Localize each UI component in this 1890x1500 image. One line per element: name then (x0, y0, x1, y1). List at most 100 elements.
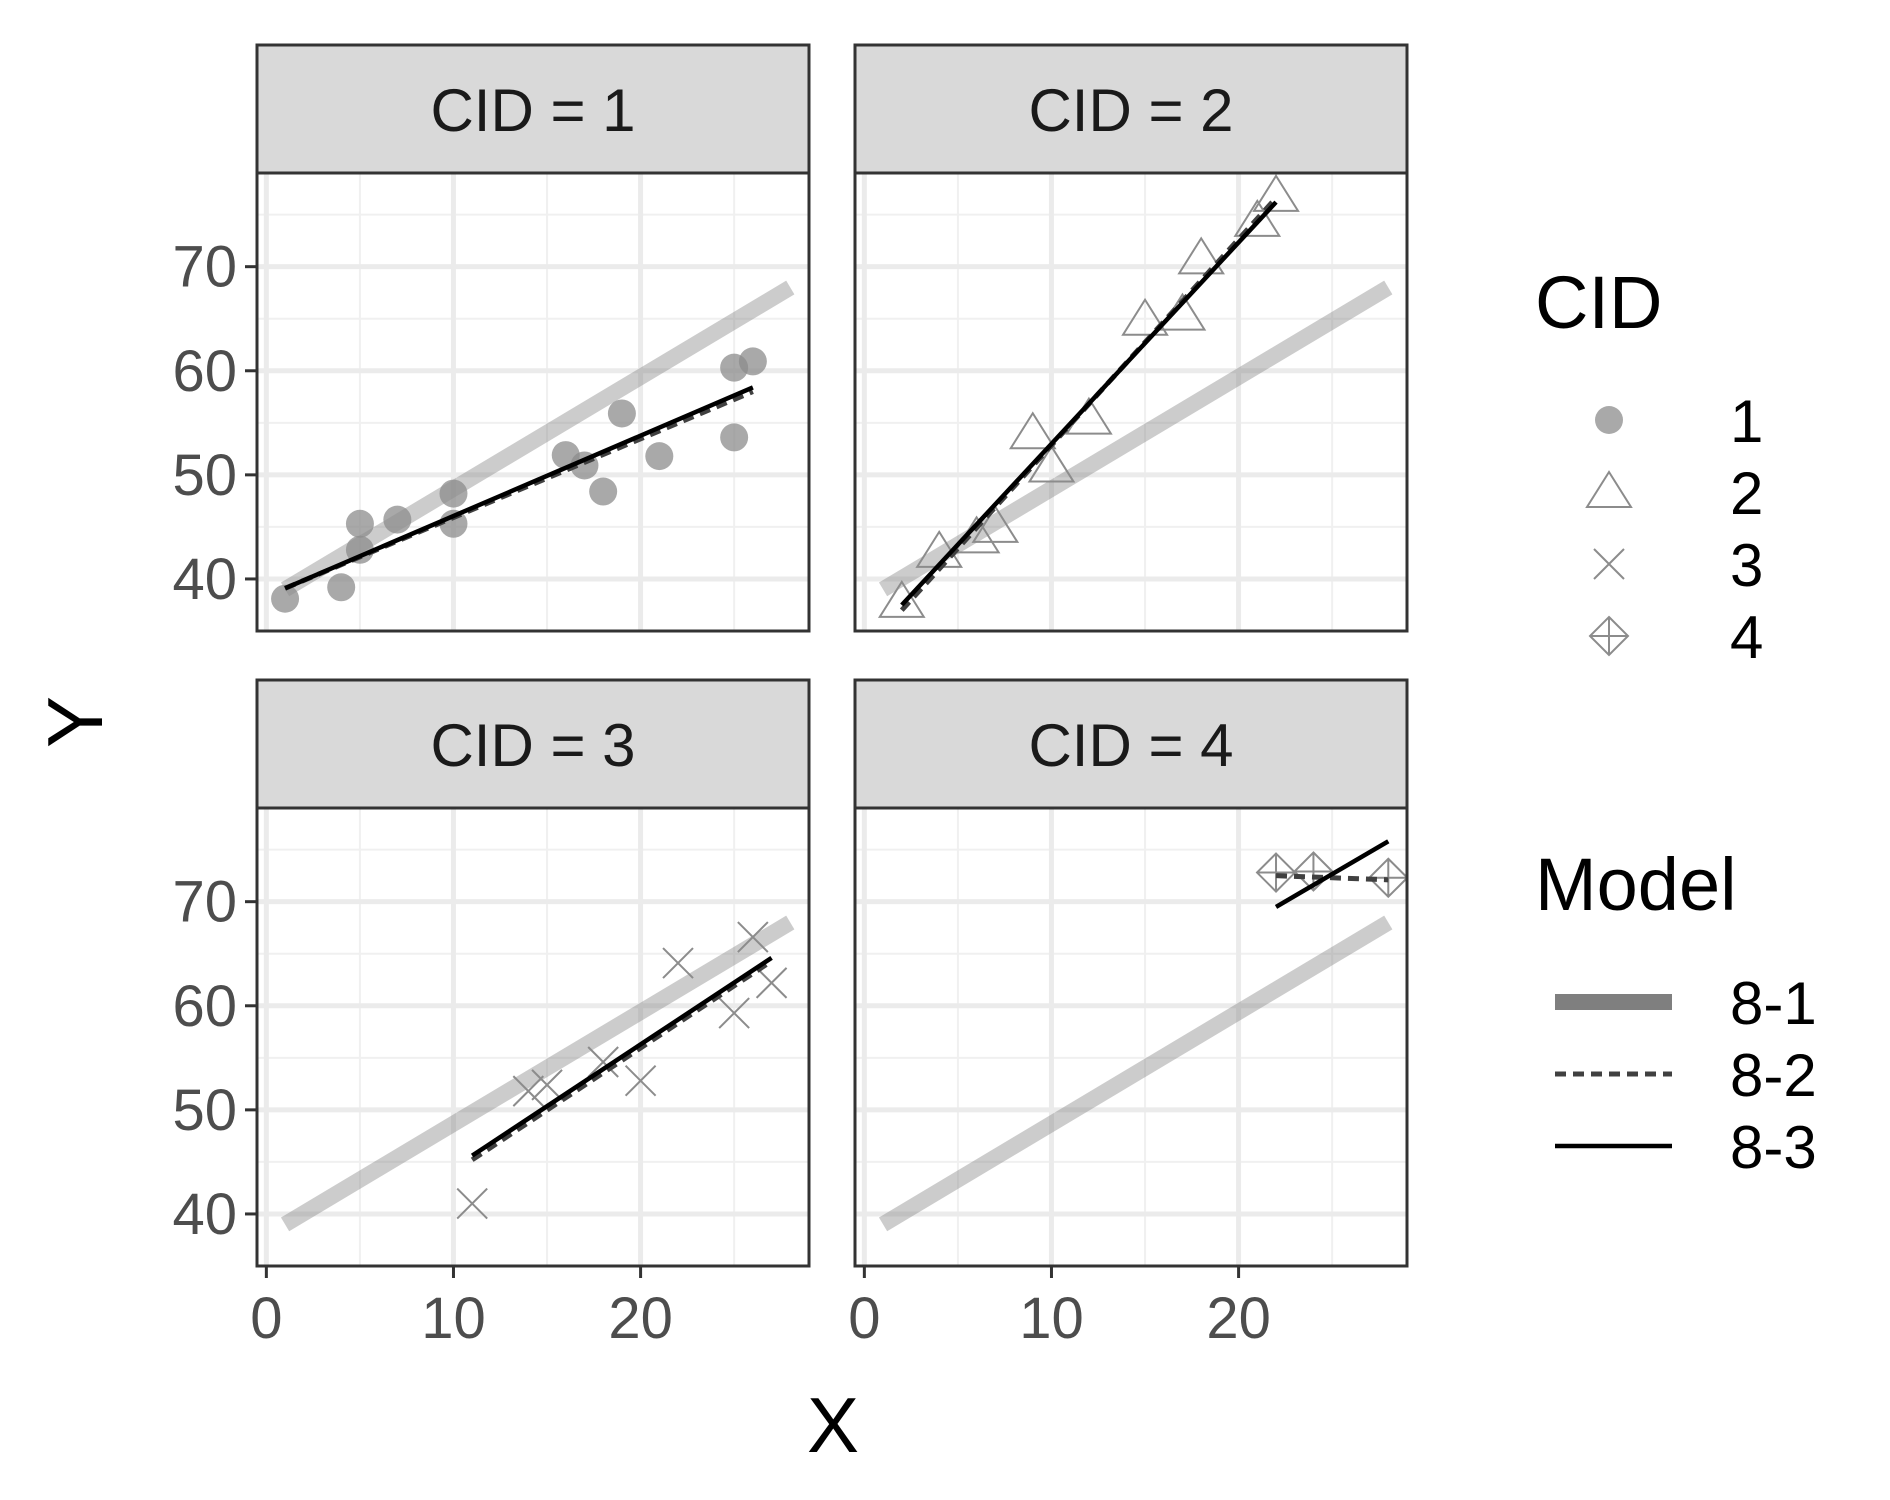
model-8-1-line (280, 280, 795, 597)
data-point (718, 997, 750, 1029)
panel-grid (257, 808, 809, 1267)
model-8-2-line (1275, 873, 1389, 883)
legend-cid-label: 3 (1730, 532, 1763, 599)
x-tick-label: 20 (608, 1286, 673, 1351)
legend-model-item: 8-1 (1555, 970, 1817, 1037)
legend-model-item: 8-2 (1555, 1042, 1817, 1109)
facet-strip-label: CID = 1 (430, 77, 635, 144)
legend-cid-title: CID (1535, 261, 1662, 344)
x-tick-label: 0 (848, 1286, 880, 1351)
data-point (327, 573, 356, 602)
x-tick-label: 10 (421, 1286, 486, 1351)
legend-cid-item: 3 (1593, 532, 1763, 599)
x-tick-label: 20 (1206, 1286, 1271, 1351)
data-point (971, 505, 1020, 543)
data-point (383, 505, 412, 534)
data-point (755, 967, 788, 999)
panel-border (255, 171, 811, 633)
y-tick-label: 60 (172, 339, 237, 404)
data-point (738, 347, 767, 376)
legend-model-item: 8-3 (1555, 1114, 1817, 1181)
panel-plot-area (280, 915, 795, 1232)
panel-cid-1: CID = 1 40 50 60 70 (172, 43, 811, 633)
model-8-3-line (900, 200, 1278, 607)
facet-strip (853, 678, 1409, 810)
y-tick-label: 70 (172, 235, 237, 300)
data-point (456, 1187, 488, 1220)
data-point (531, 1069, 563, 1101)
panel-border (853, 806, 1409, 1268)
data-point (345, 509, 374, 538)
y-tick-label: 60 (172, 974, 237, 1039)
legend-cid-label: 2 (1730, 460, 1763, 527)
y-tick-label: 50 (172, 1078, 237, 1143)
x-tick-label: 10 (1019, 1286, 1084, 1351)
model-8-1-line (878, 915, 1393, 1232)
model-8-3-line (1274, 839, 1390, 909)
legend-cid-item: 1 (1595, 388, 1763, 455)
data-point (662, 947, 694, 979)
panel-plot-area (878, 839, 1407, 1232)
data-point (1008, 411, 1057, 450)
y-tick-label: 40 (172, 1182, 237, 1247)
facet-strip-label: CID = 4 (1028, 712, 1233, 779)
legend-model-label: 8-2 (1730, 1042, 1817, 1109)
panels-layer: CID = 1 40 50 60 70 CID = 2 CID = 3 40 50 60 70 0 10… (172, 43, 1409, 1351)
data-point (512, 1075, 545, 1107)
panel-cid-3: CID = 3 40 50 60 70 0 10 20 (172, 678, 811, 1351)
legend-cid-key (1585, 470, 1633, 508)
legend-model: Model 8-18-28-3 (1535, 843, 1817, 1181)
legend-model-items: 8-18-28-3 (1555, 970, 1817, 1181)
data-point (645, 442, 674, 471)
model-8-1-line (280, 915, 795, 1232)
legend-model-label: 8-1 (1730, 970, 1817, 1037)
data-point (1027, 444, 1076, 483)
legend-cid-label: 1 (1730, 388, 1763, 455)
data-point (587, 1046, 619, 1078)
legend-cid-label: 4 (1730, 604, 1763, 671)
data-point (607, 399, 636, 428)
facet-strip (255, 43, 811, 175)
data-point (1252, 174, 1300, 212)
x-tick-label: 0 (250, 1286, 282, 1351)
panel-cid-4: CID = 4 0 10 20 (848, 678, 1409, 1351)
panel-grid (257, 173, 809, 632)
facet-strip (853, 43, 1409, 175)
facet-strip-label: CID = 3 (430, 712, 635, 779)
data-point (1233, 199, 1282, 237)
data-point (1177, 236, 1225, 275)
x-axis-title: X (807, 1381, 859, 1469)
data-point (271, 584, 300, 613)
data-point (720, 423, 749, 452)
legend-model-title: Model (1535, 843, 1737, 926)
data-point (589, 477, 618, 506)
facet-strip-label: CID = 2 (1028, 77, 1233, 144)
data-point (877, 579, 926, 618)
legend-cid-item: 2 (1585, 460, 1763, 527)
y-axis-title: Y (31, 696, 119, 748)
legend-cid-key (1593, 548, 1625, 580)
model-8-2-line (470, 958, 773, 1162)
legend-cid-key (1588, 615, 1630, 657)
y-tick-label: 40 (172, 547, 237, 612)
data-point (624, 1065, 657, 1097)
facet-strip (255, 678, 811, 810)
model-8-3-line (284, 385, 754, 591)
panel-background (257, 808, 809, 1266)
y-tick-label: 50 (172, 443, 237, 508)
legend-model-label: 8-3 (1730, 1114, 1817, 1181)
y-tick-label: 70 (172, 870, 237, 935)
panel-border (853, 171, 1409, 633)
data-point (1255, 852, 1297, 893)
legend-cid-key (1595, 406, 1623, 434)
data-point (737, 921, 769, 953)
model-8-3-line (470, 956, 773, 1158)
panel-cid-2: CID = 2 (853, 43, 1409, 633)
panel-border (255, 806, 811, 1268)
panel-grid (855, 173, 1407, 632)
panel-plot-area (877, 174, 1393, 618)
data-point (1121, 297, 1169, 336)
